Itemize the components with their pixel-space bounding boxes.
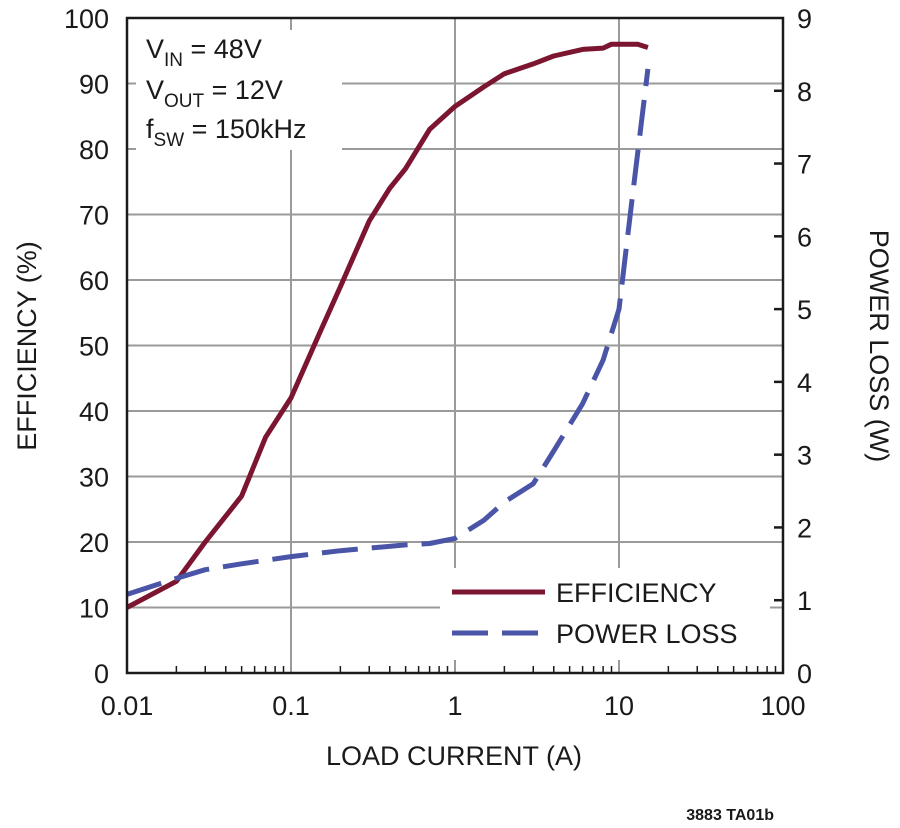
plot-frame <box>125 16 785 675</box>
annotation-vout: VOUT = 12V <box>146 75 283 112</box>
y-tick-label: 20 <box>79 528 109 558</box>
y-tick-label: 40 <box>79 397 109 427</box>
x-tick-label: 10 <box>604 691 634 721</box>
x-tick-label: 1 <box>447 691 462 721</box>
legend-background <box>440 568 770 660</box>
series-layer <box>125 41 651 610</box>
y-tick-label: 0 <box>94 659 109 689</box>
y2-tick-label: 8 <box>797 77 812 107</box>
y2-tick-label: 7 <box>797 150 812 180</box>
y2-tick-label: 0 <box>797 659 812 689</box>
series-line-power-loss <box>126 68 651 597</box>
x-tick-label: 0.1 <box>272 691 310 721</box>
y2-tick-label: 1 <box>797 586 812 616</box>
ticks: 0.01 0.1 1 10 100010203040506070809010001234… <box>64 4 812 721</box>
y2-tick-label: 5 <box>797 295 812 325</box>
y-tick-label: 60 <box>79 266 109 296</box>
legend: EFFICIENCY POWER LOSS <box>440 568 770 660</box>
x-tick-label: 0.01 <box>101 691 154 721</box>
legend-label-efficiency: EFFICIENCY <box>556 578 717 608</box>
y2-tick-label: 6 <box>797 222 812 252</box>
y-tick-label: 90 <box>79 70 109 100</box>
annotation-fsw: fSW = 150kHz <box>146 114 306 151</box>
legend-label-power-loss: POWER LOSS <box>556 619 738 649</box>
annotation-background <box>136 30 342 150</box>
y-tick-label: 10 <box>79 594 109 624</box>
series-line-efficiency <box>125 41 649 610</box>
figure-id: 3883 TA01b <box>686 807 774 824</box>
y-tick-label: 30 <box>79 463 109 493</box>
annotation-vin: VIN = 48V <box>146 34 262 71</box>
y2-tick-label: 2 <box>797 513 812 543</box>
y2-tick-label: 4 <box>797 368 812 398</box>
y2-tick-label: 9 <box>797 4 812 34</box>
y-tick-label: 80 <box>79 135 109 165</box>
x-tick-label: 100 <box>760 691 805 721</box>
y-tick-label: 100 <box>64 4 109 34</box>
y2-axis-title: POWER LOSS (W) <box>864 230 894 463</box>
y-tick-label: 50 <box>79 332 109 362</box>
x-axis-title: LOAD CURRENT (A) <box>326 741 582 771</box>
y-axis-title: EFFICIENCY (%) <box>12 241 42 451</box>
y-tick-label: 70 <box>79 201 109 231</box>
y2-tick-label: 3 <box>797 441 812 471</box>
